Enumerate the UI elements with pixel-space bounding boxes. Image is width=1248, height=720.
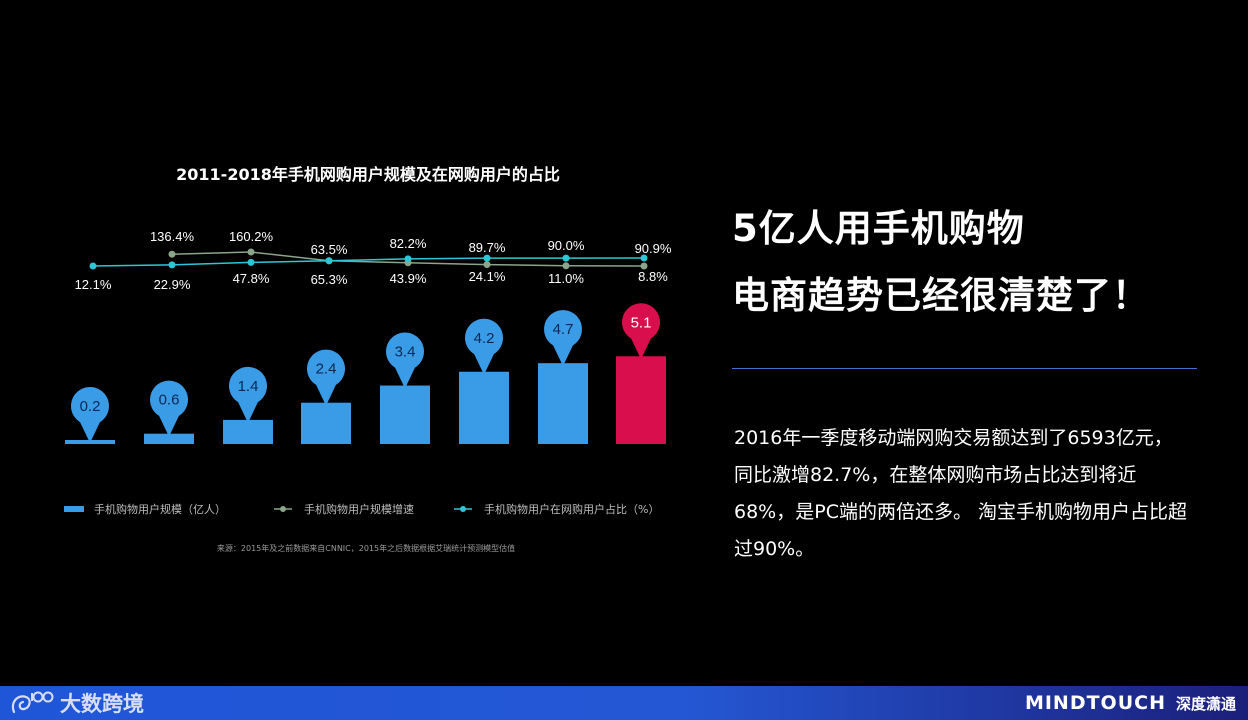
share-label-2016: 89.7% xyxy=(469,240,506,255)
bar-value-label-2011: 0.2 xyxy=(80,398,101,415)
brand-name-en: MINDTOUCH xyxy=(1024,692,1166,714)
share-point-2013 xyxy=(247,258,255,266)
legend-swatch-growth-dot xyxy=(280,506,286,512)
legend-swatch-share-dot xyxy=(460,506,466,512)
share-label-2011: 12.1% xyxy=(75,277,112,292)
legend-swatch-bar xyxy=(64,506,84,512)
growth-point-2016 xyxy=(483,261,491,269)
share-point-2016 xyxy=(483,254,491,262)
bar-2015 xyxy=(380,385,430,444)
chart-legend: 手机购物用户规模（亿人） 手机购物用户规模增速 手机购物用户在网购用户占比（%） xyxy=(64,502,659,516)
value-bubble-2018 xyxy=(622,303,660,360)
bar-2014 xyxy=(301,402,351,444)
bar-2012 xyxy=(144,433,194,444)
bar-2016 xyxy=(459,371,509,444)
brand-name-cn: 深度潇通 xyxy=(1175,694,1236,713)
value-bubble-2011 xyxy=(71,386,110,443)
value-bubble-2012 xyxy=(150,380,189,437)
growth-label-2014: 65.3% xyxy=(311,272,348,287)
bar-value-label-2017: 4.7 xyxy=(553,321,574,338)
share-label-2013: 47.8% xyxy=(233,271,270,286)
divider xyxy=(732,368,1197,369)
share-label-2012: 22.9% xyxy=(154,277,191,292)
bar-2013 xyxy=(223,419,273,444)
growth-label-2018: 8.8% xyxy=(638,269,668,284)
chart-title: 2011-2018年手机网购用户规模及在网购用户的占比 xyxy=(176,165,560,184)
growth-label-2012: 136.4% xyxy=(150,229,195,244)
bar-value-label-2012: 0.6 xyxy=(159,392,180,409)
legend-label-bar: 手机购物用户规模（亿人） xyxy=(94,502,226,516)
footer-logo[interactable]: 大数跨境 xyxy=(8,686,144,720)
growth-point-2013 xyxy=(247,248,255,256)
bar-value-label-2015: 3.4 xyxy=(395,344,416,361)
legend-label-growth: 手机购物用户规模增速 xyxy=(304,502,414,516)
bars-layer: 0.2 0.6 1.4 2.4 3.4 4.2 4.7 5.1 xyxy=(65,303,666,444)
value-bubble-2015 xyxy=(385,332,424,389)
chart-source-note: 来源：2015年及之前数据来自CNNIC，2015年之后数据根据艾瑞统计预测模型… xyxy=(217,543,515,553)
chart-area: 2011-2018年手机网购用户规模及在网购用户的占比 0.2 0.6 1.4 2.4… xyxy=(64,165,672,553)
value-bubble-2013 xyxy=(229,366,267,423)
legend-label-share: 手机购物用户在网购用户占比（%） xyxy=(484,502,659,516)
footer-logo-text: 大数跨境 xyxy=(60,692,144,716)
logo-icon xyxy=(11,691,54,714)
growth-point-2017 xyxy=(562,262,570,270)
share-point-2017 xyxy=(562,254,570,262)
footer-bar: 大数跨境 MINDTOUCH 深度潇通 xyxy=(0,686,1248,720)
growth-label-2016: 24.1% xyxy=(469,269,506,284)
value-bubble-2016 xyxy=(465,318,504,375)
bar-value-label-2016: 4.2 xyxy=(474,330,495,347)
headline-line-1: 5亿人用手机购物 xyxy=(732,207,1025,250)
growth-label-2017: 11.0% xyxy=(548,271,584,286)
share-label-2017: 90.0% xyxy=(548,238,585,253)
headline: 5亿人用手机购物 电商趋势已经很清楚了！ xyxy=(732,195,1150,329)
share-label-2014: 63.5% xyxy=(311,242,348,257)
body-paragraph: 2016年一季度移动端网购交易额达到了6593亿元，同比激增82.7%，在整体网… xyxy=(734,427,1187,560)
growth-label-2015: 43.9% xyxy=(390,271,427,286)
share-label-2018: 90.9% xyxy=(635,241,672,256)
share-line xyxy=(92,257,645,267)
footer-brand: MINDTOUCH 深度潇通 xyxy=(1025,686,1236,720)
share-point-2012 xyxy=(168,261,176,269)
bar-value-label-2018: 5.1 xyxy=(631,314,652,331)
share-label-2015: 82.2% xyxy=(390,236,427,251)
bar-value-label-2014: 2.4 xyxy=(316,361,337,378)
bar-2018 xyxy=(616,356,666,444)
bar-2017 xyxy=(538,363,588,444)
share-point-2018 xyxy=(640,254,648,262)
headline-line-2: 电商趋势已经很清楚了！ xyxy=(732,274,1150,317)
growth-point-2012 xyxy=(168,250,176,258)
share-point-2014 xyxy=(325,257,333,265)
growth-label-2013: 160.2% xyxy=(229,229,274,244)
value-bubble-2014 xyxy=(307,349,346,406)
growth-point-2018 xyxy=(640,262,648,270)
share-point-2011 xyxy=(89,262,97,270)
share-point-2015 xyxy=(404,255,412,263)
lines-layer: 136.4% 160.2% 63.5% 82.2% 89.7% 90.0% 90.9% 12.… xyxy=(75,229,672,292)
bar-value-label-2013: 1.4 xyxy=(238,378,259,395)
value-bubble-2017 xyxy=(544,310,583,367)
